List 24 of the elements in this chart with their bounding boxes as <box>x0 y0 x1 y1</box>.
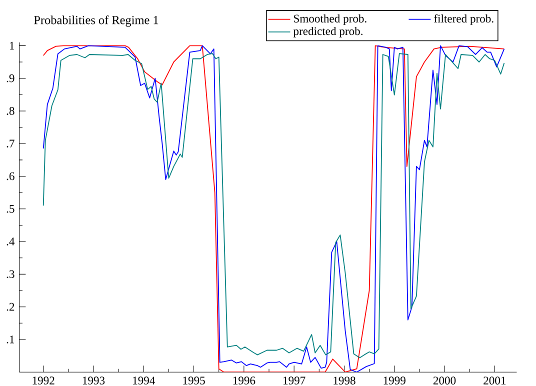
legend-label: filtered prob. <box>434 14 494 26</box>
legend-label: Smoothed prob. <box>294 14 366 26</box>
y-tick-label: .1 <box>6 336 14 344</box>
x-tick-label: 1995 <box>183 376 205 385</box>
x-tick-label: 1992 <box>32 376 54 385</box>
x-tick-label: 1997 <box>284 376 306 385</box>
x-tick-label: 1993 <box>82 376 105 385</box>
y-tick-label: 1 <box>10 42 14 50</box>
x-tick-label: 1999 <box>384 376 406 385</box>
x-tick-label: 1998 <box>334 376 356 385</box>
y-tick-label: .3 <box>6 270 14 278</box>
legend-label: predicted prob. <box>293 27 362 38</box>
y-tick-label: .2 <box>6 303 14 311</box>
x-tick-label: 1996 <box>233 376 256 385</box>
x-tick-label: 2001 <box>484 376 506 385</box>
x-tick-label: 1994 <box>133 376 156 385</box>
y-tick-label: .4 <box>6 238 15 246</box>
y-tick-label: .5 <box>6 205 14 213</box>
y-tick-label: .8 <box>6 107 14 116</box>
y-tick-label: .7 <box>6 140 14 148</box>
y-tick-label: .9 <box>6 74 14 82</box>
y-tick-label: .6 <box>6 172 14 180</box>
chart-title: Probabilities of Regime 1 <box>34 16 158 27</box>
x-tick-label: 2000 <box>433 376 456 385</box>
